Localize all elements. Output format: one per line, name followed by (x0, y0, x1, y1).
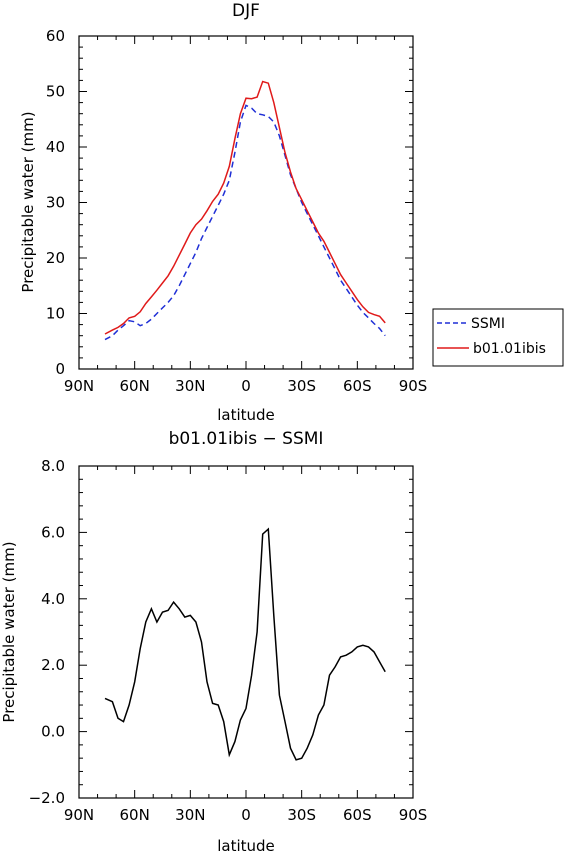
y-tick-label: 2.0 (41, 656, 65, 674)
y-tick-label: 50 (46, 83, 65, 101)
x-tick-label: 0 (241, 806, 251, 824)
legend: SSMI b01.01ibis (432, 308, 564, 367)
plot-frame-djf (78, 35, 414, 370)
y-tick-label: −2.0 (29, 789, 65, 807)
series-line-difference (104, 527, 386, 761)
x-tick-label: 30N (175, 806, 205, 824)
y-axis-djf: 90N 60N 30N 0 30S 60S 90S 0 10 20 30 40 50 60 (46, 27, 427, 395)
chart-djf: DJF 90N 60N 30N 0 30S 60S 90S 0 10 20 30 40 50 60 lat… (19, 1, 564, 424)
plot-area-djf (104, 80, 386, 341)
legend-label-ssmi: SSMI (471, 316, 505, 332)
y-axis-label-djf: Precipitable water (mm) (19, 111, 37, 292)
series-line-b01-01ibis (104, 80, 386, 335)
y-tick-label: 6.0 (41, 523, 65, 541)
y-axis-difference: 90N 60N 30N 0 30S 60S 90S −2.0 0.0 2.0 4.0 6.0 8.0 (29, 457, 428, 824)
x-tick-label: 90N (64, 377, 94, 395)
x-tick-label: 30S (287, 377, 316, 395)
x-tick-label: 60S (343, 377, 372, 395)
x-tick-label: 90S (399, 806, 428, 824)
x-tick-label: 90N (64, 806, 94, 824)
y-tick-label: 8.0 (41, 457, 65, 475)
y-tick-label: 20 (46, 249, 65, 267)
chart-title-djf: DJF (232, 1, 260, 21)
y-axis-label-difference: Precipitable water (mm) (0, 541, 18, 722)
x-tick-label: 60S (343, 806, 372, 824)
chart-title-difference: b01.01ibis − SSMI (169, 429, 324, 449)
x-axis-label-difference: latitude (217, 837, 275, 852)
plot-frame-difference (78, 465, 414, 799)
series-line-ssmi (104, 104, 386, 341)
y-tick-label: 0 (55, 360, 65, 378)
x-tick-label: 30N (175, 377, 205, 395)
x-tick-label: 60N (120, 377, 150, 395)
chart-difference: b01.01ibis − SSMI 90N 60N 30N 0 30S 60S 90S −2.… (0, 429, 427, 852)
y-tick-label: 10 (46, 305, 65, 323)
plot-area-difference (104, 527, 386, 761)
x-tick-label: 0 (241, 377, 251, 395)
legend-box (432, 308, 564, 367)
y-tick-label: 0.0 (41, 723, 65, 741)
legend-label-b01-01ibis: b01.01ibis (473, 341, 546, 357)
y-tick-label: 60 (46, 27, 65, 45)
x-tick-label: 30S (287, 806, 316, 824)
y-tick-label: 30 (46, 194, 65, 212)
x-axis-label-djf: latitude (217, 406, 275, 424)
x-tick-label: 90S (399, 377, 428, 395)
y-tick-label: 40 (46, 138, 65, 156)
y-tick-label: 4.0 (41, 590, 65, 608)
x-tick-label: 60N (120, 806, 150, 824)
